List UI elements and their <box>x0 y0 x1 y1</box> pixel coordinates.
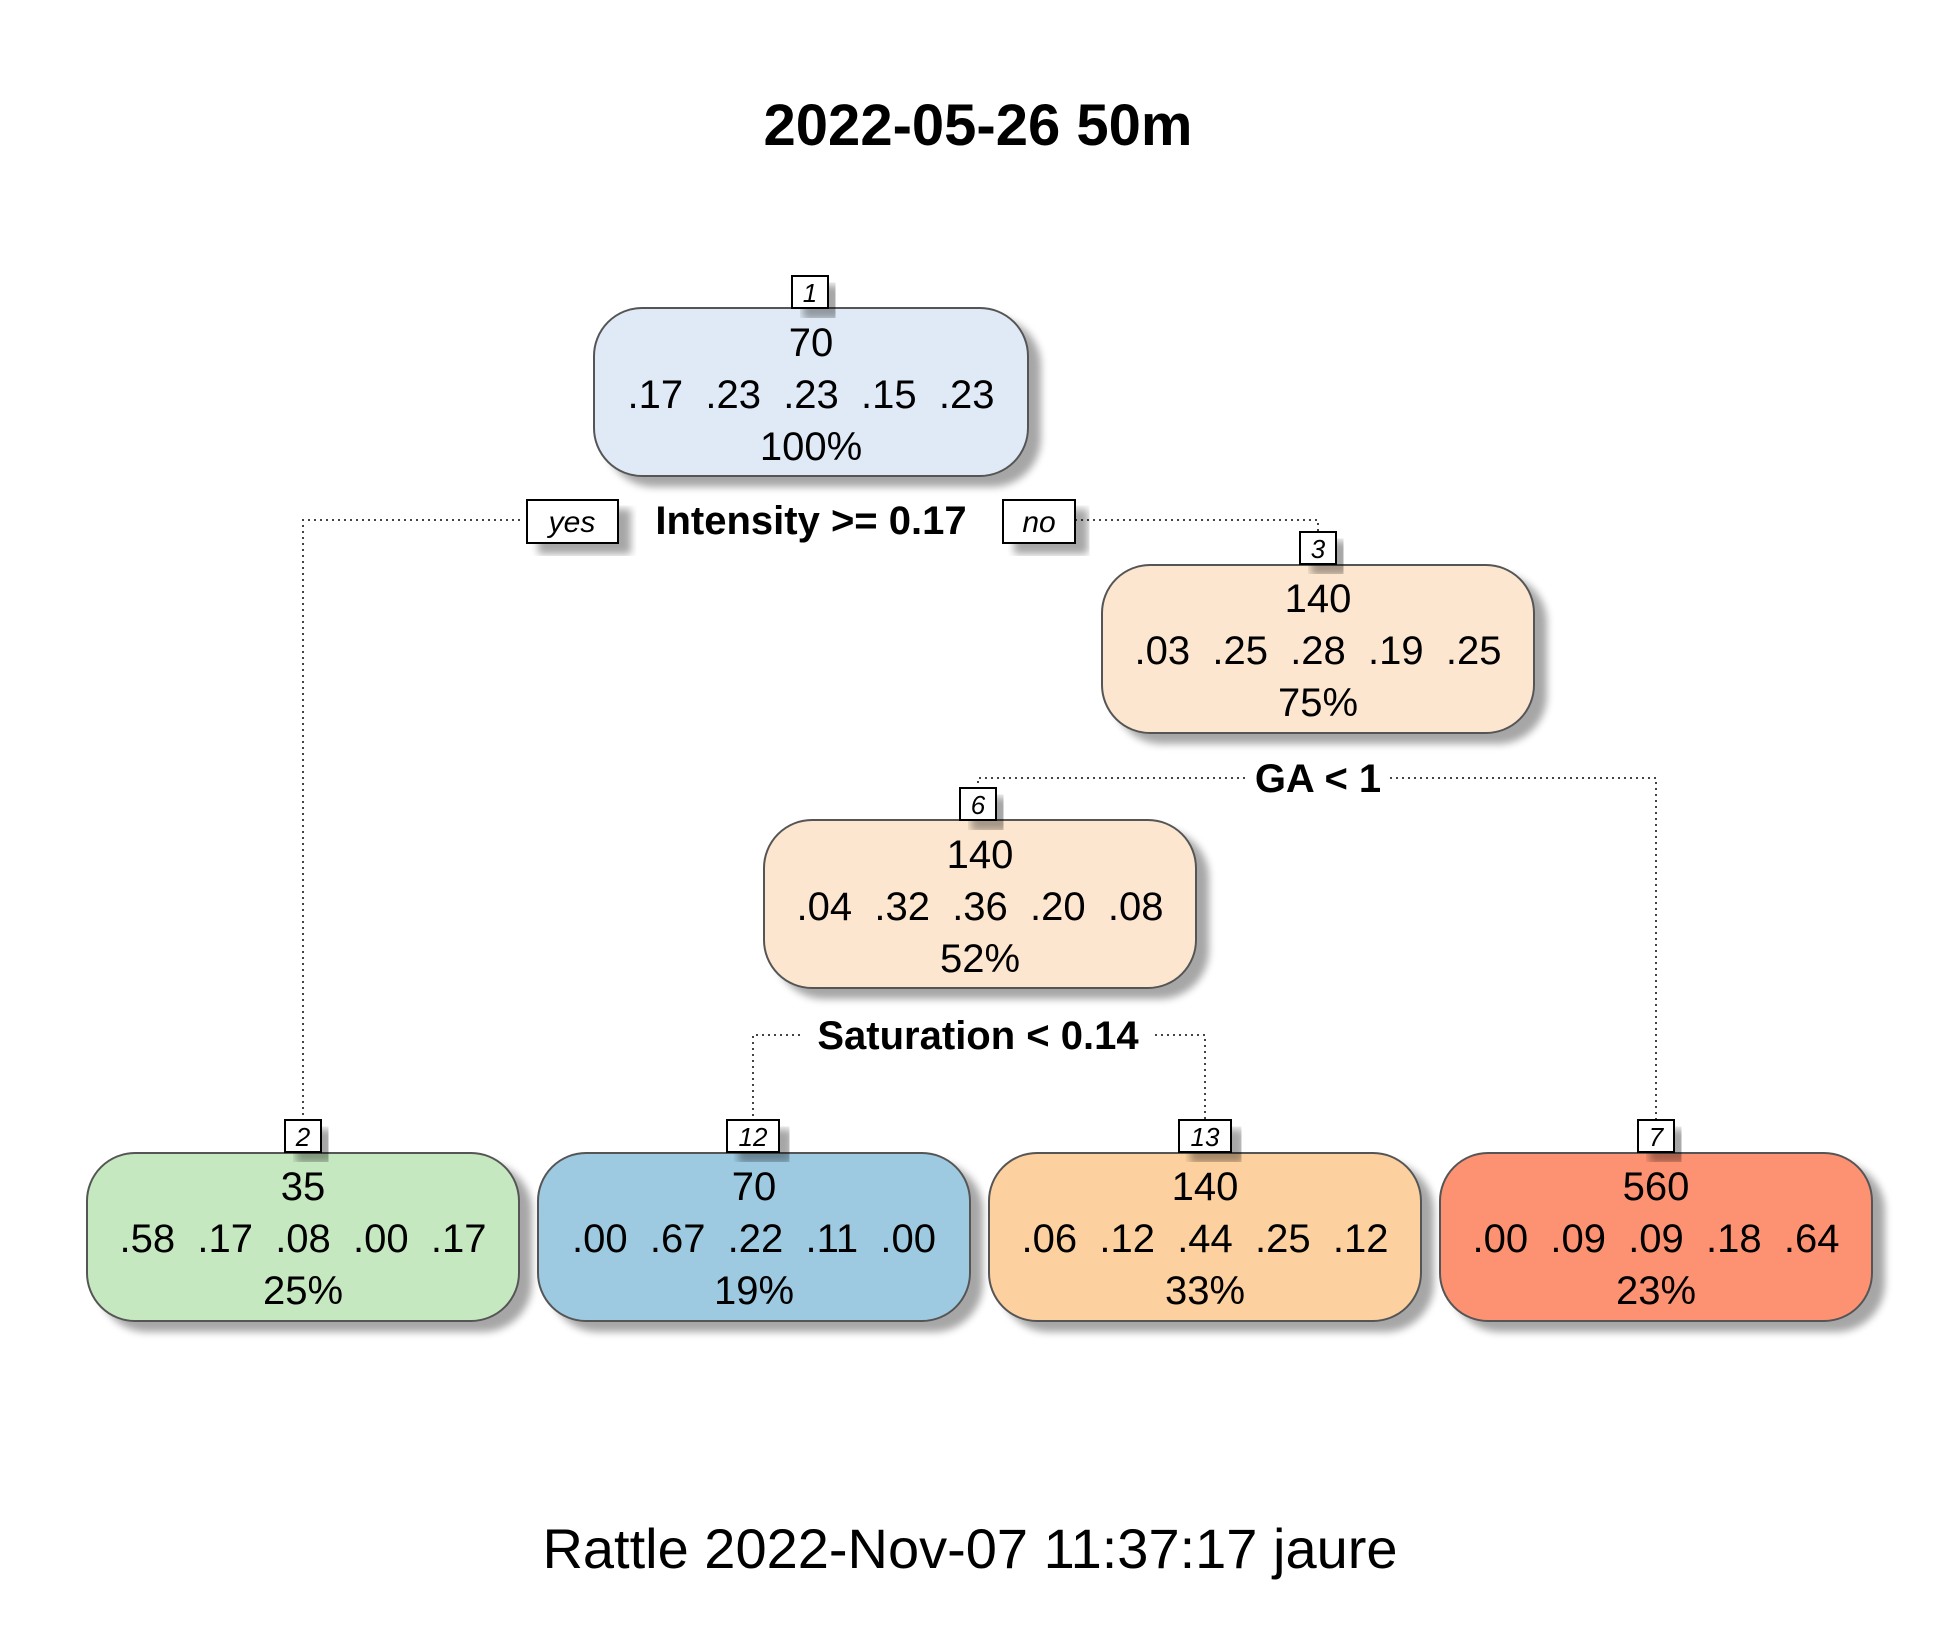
node-pct: 100% <box>760 425 862 469</box>
node-value: 70 <box>789 321 834 365</box>
node-probs: .58 .17 .08 .00 .17 <box>120 1217 487 1261</box>
footer-caption: Rattle 2022-Nov-07 11:37:17 jaure <box>542 1517 1397 1580</box>
node-pct: 25% <box>263 1269 343 1313</box>
tree-node-3: 3 140 .03 .25 .28 .19 .25 75% <box>1101 531 1535 734</box>
node-pct: 19% <box>714 1269 794 1313</box>
node-id-label: 12 <box>739 1122 768 1152</box>
node-probs: .06 .12 .44 .25 .12 <box>1022 1217 1389 1261</box>
split-rule-node-3: GA < 1 <box>1255 757 1381 801</box>
tree-node-13: 13 140 .06 .12 .44 .25 .12 33% <box>988 1119 1422 1322</box>
node-id-badge <box>284 1119 322 1153</box>
node-id-label: 1 <box>803 278 817 308</box>
tree-node-2: 2 35 .58 .17 .08 .00 .17 25% <box>86 1119 520 1322</box>
yes-tag-box <box>526 499 619 544</box>
tree-node-7: 7 560 .00 .09 .09 .18 .64 23% <box>1439 1119 1873 1322</box>
split-rule-node-6: Saturation < 0.14 <box>817 1014 1139 1058</box>
node-value: 140 <box>947 833 1014 877</box>
node-id-badge <box>1178 1119 1232 1153</box>
node-id-badge <box>791 275 829 309</box>
node-probs: .17 .23 .23 .15 .23 <box>628 373 995 417</box>
node-value: 140 <box>1285 577 1352 621</box>
tree-node-1: 1 70 .17 .23 .23 .15 .23 100% <box>593 275 1029 477</box>
node-id-badge <box>959 787 997 821</box>
node-value: 560 <box>1623 1165 1690 1209</box>
node-probs: .00 .67 .22 .11 .00 <box>572 1217 936 1261</box>
node-probs: .00 .09 .09 .18 .64 <box>1473 1217 1840 1261</box>
no-tag-box <box>1002 499 1076 544</box>
node-value: 70 <box>732 1165 777 1209</box>
node-id-label: 2 <box>295 1122 311 1152</box>
no-tag: no <box>1022 506 1055 539</box>
node-id-label: 6 <box>971 790 986 820</box>
node-value: 140 <box>1172 1165 1239 1209</box>
node-probs: .04 .32 .36 .20 .08 <box>797 885 1164 929</box>
edge-1-2 <box>302 519 520 1132</box>
node-pct: 33% <box>1165 1269 1245 1313</box>
node-id-label: 13 <box>1191 1122 1220 1152</box>
edge-3-6 <box>977 777 1245 788</box>
yes-tag: yes <box>547 506 596 539</box>
node-probs: .03 .25 .28 .19 .25 <box>1135 629 1502 673</box>
edge-3-7 <box>1390 777 1657 1132</box>
node-pct: 52% <box>940 937 1020 981</box>
split-rule: Intensity >= 0.17 <box>655 499 966 543</box>
tree-node-12: 12 70 .00 .67 .22 .11 .00 19% <box>537 1119 971 1322</box>
edge-1-3 <box>1075 519 1319 532</box>
node-id-badge <box>726 1119 780 1153</box>
edge-6-12 <box>752 1034 800 1132</box>
connectors <box>302 519 1657 1132</box>
node-id-badge <box>1299 531 1337 565</box>
node-id-label: 7 <box>1649 1122 1665 1152</box>
node-pct: 23% <box>1616 1269 1696 1313</box>
node-id-badge <box>1637 1119 1675 1153</box>
tree-node-6: 6 140 .04 .32 .36 .20 .08 52% <box>763 787 1197 989</box>
edge-6-13 <box>1155 1034 1206 1132</box>
split-node-1: yes Intensity >= 0.17 no <box>526 499 1076 544</box>
node-pct: 75% <box>1278 681 1358 725</box>
node-value: 35 <box>281 1165 326 1209</box>
diagram-title: 2022-05-26 50m <box>764 93 1193 158</box>
node-id-label: 3 <box>1311 534 1326 564</box>
